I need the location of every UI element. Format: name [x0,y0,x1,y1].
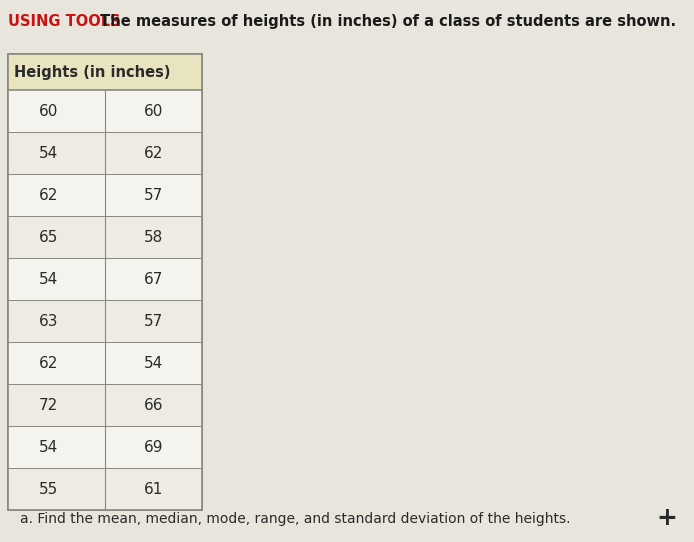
Bar [8,54,202,90]
Bar [8,132,202,174]
Text: 55: 55 [39,481,58,496]
Text: a. Find the mean, median, mode, range, and standard deviation of the heights.: a. Find the mean, median, mode, range, a… [20,512,570,526]
Text: 69: 69 [144,440,163,455]
Bar [8,426,202,468]
Bar [8,54,202,510]
Bar [8,342,202,384]
Text: Heights (in inches): Heights (in inches) [14,64,171,80]
Bar [8,258,202,300]
Bar [8,54,202,510]
Bar [8,90,202,132]
Bar [8,300,202,342]
Text: 65: 65 [39,229,58,244]
Bar [8,384,202,426]
Text: 72: 72 [39,397,58,412]
Text: 62: 62 [144,145,163,160]
Text: 60: 60 [39,104,58,119]
Text: 54: 54 [39,272,58,287]
Text: 54: 54 [144,356,163,371]
Text: The measures of heights (in inches) of a class of students are shown.: The measures of heights (in inches) of a… [95,14,676,29]
Text: +: + [656,506,677,530]
Text: 67: 67 [144,272,163,287]
Text: USING TOOLS: USING TOOLS [8,14,121,29]
Bar [8,216,202,258]
Bar [8,468,202,510]
Text: 57: 57 [144,313,163,328]
Text: 54: 54 [39,440,58,455]
Bar [8,174,202,216]
Text: 60: 60 [144,104,163,119]
Text: 61: 61 [144,481,163,496]
Text: 63: 63 [39,313,58,328]
Text: 57: 57 [144,188,163,203]
Text: 54: 54 [39,145,58,160]
Text: 62: 62 [39,356,58,371]
Text: 58: 58 [144,229,163,244]
Text: 66: 66 [144,397,163,412]
Text: 62: 62 [39,188,58,203]
